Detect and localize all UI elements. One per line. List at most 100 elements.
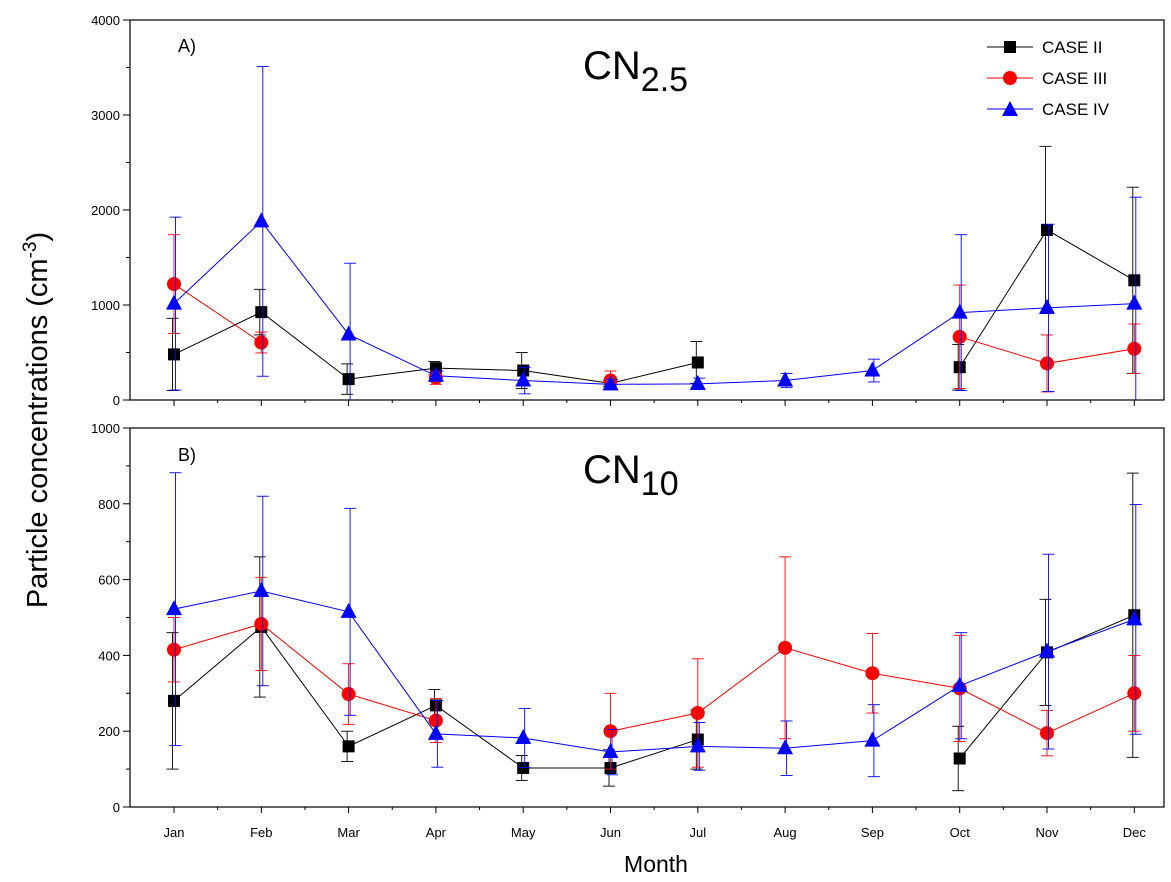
panel-b-point-case-iv-jul bbox=[689, 737, 706, 753]
panel-b-ytick-label-1: 200 bbox=[98, 724, 120, 739]
panel-a-point-case-iii-feb bbox=[254, 335, 269, 350]
panel-a-point-case-ii-jan bbox=[168, 348, 180, 361]
panel-b-series-case-ii bbox=[166, 472, 1141, 792]
panel-b-point-case-iii-mar bbox=[341, 687, 356, 702]
panel-b-label: B) bbox=[178, 445, 196, 465]
panel-b-point-case-iii-dec bbox=[1127, 686, 1142, 701]
legend-item-case-ii: CASE II bbox=[987, 38, 1102, 57]
panel-a-series-case-ii bbox=[166, 145, 1141, 395]
y-axis-label-tail: ) bbox=[22, 232, 54, 242]
panel-a-point-case-iv-jul bbox=[689, 374, 706, 390]
panel-a-point-case-ii-nov bbox=[1041, 223, 1053, 236]
panel-b-point-case-iv-aug bbox=[777, 739, 794, 755]
panel-b-ytick-label-2: 400 bbox=[98, 648, 120, 663]
panel-b-title: CN10 bbox=[583, 448, 679, 503]
panel-a-line-case-iii-0 bbox=[173, 283, 262, 343]
panel-a-ytick-label-2: 2000 bbox=[91, 203, 120, 218]
panel-a-ytick-label-0: 0 bbox=[113, 393, 120, 408]
panel-a-point-case-ii-feb bbox=[255, 306, 268, 319]
panel-b-ytick-label-4: 800 bbox=[98, 497, 120, 512]
panel-b-point-case-iii-nov bbox=[1040, 726, 1054, 741]
x-tick-label-dec: Dec bbox=[1123, 825, 1147, 840]
panel-b-ytick-label-0: 0 bbox=[113, 800, 120, 815]
legend-label-case-iii: CASE III bbox=[1042, 69, 1107, 88]
panel-a-title-main: CN bbox=[583, 44, 641, 88]
legend-item-case-iv: CASE IV bbox=[987, 100, 1110, 119]
panel-b-point-case-iv-mar bbox=[340, 602, 357, 618]
legend-marker-case-iii bbox=[1003, 71, 1017, 85]
panel-b-point-case-iii-apr bbox=[428, 713, 443, 728]
panel-b-line-case-iv-0 bbox=[173, 590, 1135, 753]
panel-b-line-case-iii-0 bbox=[173, 623, 437, 722]
panel-a-ytick-label-4: 4000 bbox=[91, 13, 120, 28]
x-tick-label-jan: Jan bbox=[164, 825, 185, 840]
panel-a-point-case-ii-jul bbox=[691, 356, 704, 369]
panel-b-point-case-iv-apr bbox=[427, 724, 444, 740]
panel-b-point-case-iii-jul bbox=[690, 706, 705, 721]
panel-b-point-case-iv-oct bbox=[951, 676, 968, 692]
panel-a-plot: 0 1000 2000 3000 4000 bbox=[91, 13, 1143, 408]
x-tick-label-aug: Aug bbox=[774, 825, 797, 840]
panel-b-point-case-iii-sep bbox=[865, 666, 880, 681]
legend-label-case-iv: CASE IV bbox=[1042, 100, 1110, 119]
panel-b-point-case-iii-jan bbox=[167, 642, 181, 657]
panel-a-point-case-iv-feb bbox=[253, 212, 270, 228]
panel-a-point-case-iii-nov bbox=[1040, 356, 1054, 371]
panel-a-point-case-iv-jun bbox=[602, 375, 619, 391]
panel-b-point-case-iv-nov bbox=[1039, 642, 1055, 658]
panel-a-ytick-label-1: 1000 bbox=[91, 298, 120, 313]
panel-a-point-case-iv-sep bbox=[864, 361, 881, 377]
panel-b-series-case-iv bbox=[166, 472, 1143, 778]
panel-a-ytick-label-3: 3000 bbox=[91, 108, 120, 123]
legend-item-case-iii: CASE III bbox=[987, 69, 1107, 88]
panel-a-point-case-iv-apr bbox=[427, 366, 444, 382]
panel-a-point-case-iv-mar bbox=[340, 325, 357, 341]
panel-b-ytick-label-3: 600 bbox=[98, 573, 120, 588]
panel-b-point-case-iv-dec bbox=[1126, 610, 1143, 626]
legend-marker-case-ii bbox=[1004, 41, 1016, 53]
panel-b-title-sub: 10 bbox=[641, 465, 679, 503]
x-tick-label-feb: Feb bbox=[250, 825, 272, 840]
panel-a-series-case-iii bbox=[167, 234, 1142, 393]
panel-a-line-case-iv-0 bbox=[173, 220, 1135, 385]
panel-b-point-case-iii-feb bbox=[254, 616, 269, 631]
x-tick-label-sep: Sep bbox=[861, 825, 884, 840]
panel-b-point-case-iii-jun bbox=[603, 724, 618, 739]
x-tick-label-jun: Jun bbox=[600, 825, 621, 840]
panel-a-point-case-iv-oct bbox=[951, 303, 968, 319]
panel-a-point-case-ii-dec bbox=[1128, 274, 1141, 287]
y-axis-label-sup: -3 bbox=[20, 242, 41, 259]
panel-a-series-case-iv bbox=[166, 66, 1143, 400]
panel-a-point-case-iv-jan bbox=[166, 294, 182, 310]
panel-a-title: CN2.5 bbox=[583, 44, 688, 99]
y-axis-label: Particle concentrations (cm-3) bbox=[20, 232, 54, 608]
panel-b-point-case-iii-aug bbox=[778, 640, 793, 655]
panel-b-series-case-iii bbox=[167, 556, 1142, 770]
panel-a-title-sub: 2.5 bbox=[641, 61, 688, 99]
y-axis-label-main: Particle concentrations (cm bbox=[22, 258, 54, 608]
panel-b-title-main: CN bbox=[583, 448, 641, 492]
panel-b-point-case-ii-oct bbox=[953, 752, 966, 765]
panel-b-plot: 0 200 400 600 800 1000 Jan Feb Mar Apr May Jun Jul Au… bbox=[91, 421, 1146, 840]
x-tick-label-mar: Mar bbox=[337, 825, 360, 840]
panel-a-point-case-iv-nov bbox=[1039, 298, 1055, 314]
x-tick-label-nov: Nov bbox=[1035, 825, 1059, 840]
panel-b-point-case-ii-jan bbox=[168, 694, 180, 707]
legend-marker-case-iv bbox=[1002, 101, 1018, 116]
x-tick-label-oct: Oct bbox=[950, 825, 971, 840]
panel-a-point-case-iii-oct bbox=[952, 329, 967, 344]
panel-b-point-case-iv-jun bbox=[602, 743, 619, 759]
panel-a-label: A) bbox=[178, 36, 196, 56]
panel-b-point-case-iv-may bbox=[515, 729, 532, 745]
panel-a-point-case-iv-aug bbox=[777, 371, 794, 387]
x-axis-label: Month bbox=[624, 851, 688, 877]
x-tick-label-jul: Jul bbox=[689, 825, 706, 840]
panel-b-point-case-iv-jan bbox=[166, 600, 182, 616]
x-tick-label-may: May bbox=[511, 825, 536, 840]
panel-b-point-case-iv-feb bbox=[253, 581, 270, 597]
panel-a-point-case-iii-jan bbox=[167, 277, 181, 292]
panel-b-ytick-label-5: 1000 bbox=[91, 421, 120, 436]
panel-a-point-case-ii-mar bbox=[342, 373, 355, 386]
legend-label-case-ii: CASE II bbox=[1042, 38, 1102, 57]
